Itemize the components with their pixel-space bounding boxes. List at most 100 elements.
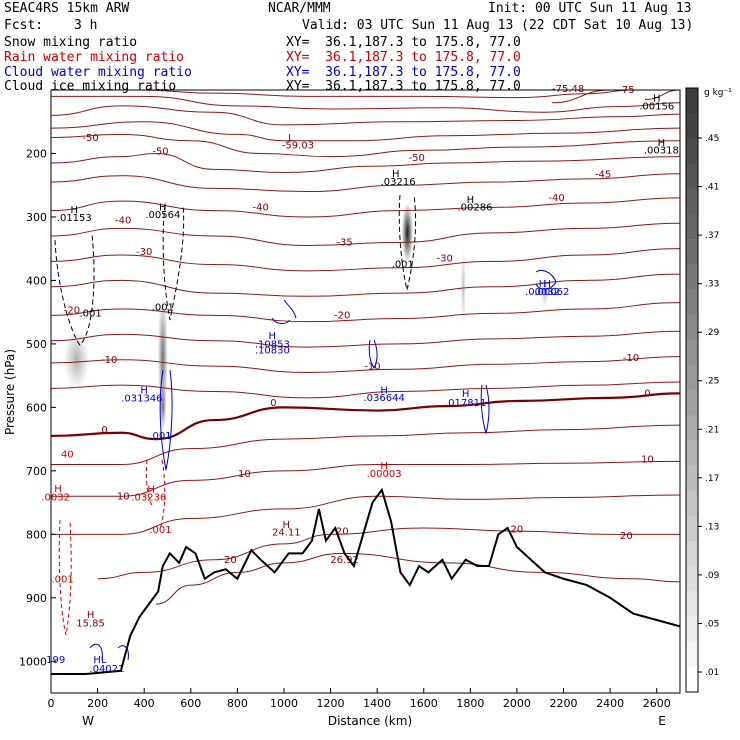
contour-label: .001 [149,431,171,442]
x-tick-label: 1200 [317,697,345,710]
contour-label: -40 [252,203,268,214]
contour-label: -10 [101,355,117,366]
cloud-water-contour-2100km [535,269,557,290]
y-tick-label: 1000 [19,655,47,668]
contour-label: .031346 [121,394,162,405]
x-tick-label: 800 [227,697,248,710]
contour-label: H [658,138,666,149]
shading-blob [64,329,90,390]
terrain-line [51,487,681,675]
contour-label: H [159,203,167,214]
contour-label: 199 [46,655,65,666]
contour-label: .00062 [534,287,569,298]
colorbar-tick-label: .01 [705,668,719,678]
ice-contour-west [54,234,95,346]
contour-label: 15.85 [76,618,105,629]
shading-blob [401,202,414,263]
contour-label: H [283,520,291,531]
y-tick-label: 500 [26,338,47,351]
colorbar-swatch [686,113,698,139]
contour-label: .001 [392,260,414,271]
model-title: SEAC4RS 15km ARW [4,1,130,16]
y-tick-label: 600 [26,401,47,414]
colorbar-swatch [686,339,698,366]
contour-label: .10853 [255,340,290,351]
shading-blob [159,384,167,430]
y-tick-label: 300 [26,211,47,224]
colorbar-swatch [686,163,698,190]
contour-label: H [380,385,388,396]
colorbar-swatch [686,188,698,215]
x-tick-label: 200 [87,697,108,710]
colorbar-swatch [686,541,698,567]
contour-label: .00564 [145,210,180,221]
colorbar-tick-label: .37 [705,231,719,241]
cloud-water-contour-surface [89,643,129,661]
x-tick-label: 1600 [410,697,438,710]
ice-contour-1500km [398,194,417,291]
contour-label: 20 [224,555,237,566]
contour-label: H [269,331,277,342]
y-tick-label: 800 [26,528,47,541]
contour-labels: -50 -40 -30 -50 -45 -40 -40 -35 -30 -20 -20 -10 -10 -… [41,84,679,675]
contour-label: .03236 [131,493,166,504]
temperature-contour-line [51,197,680,218]
field-xy-rain: XY= 36.1,187.3 to 175.8, 77.0 [286,50,521,65]
contour-label: 0 [644,389,650,400]
cloud-water-contour-1000km [271,299,297,324]
colorbar-swatch [686,666,698,693]
colorbar-tick-label: .21 [705,425,719,435]
valid-time: Valid: 03 UTC Sun 11 Aug 13 (22 CDT Sat … [302,18,694,33]
contour-label: .00032 [525,287,560,298]
plot-frame [50,89,681,694]
contour-label: H [462,389,470,400]
contour-label: .001 [152,302,174,313]
contour-label: 24.11 [272,528,301,539]
forecast-hour: 3 h [74,18,98,33]
colorbar-swatch [686,641,698,668]
center-label: NCAR/MMM [268,1,331,16]
contour-label: -10 [364,361,380,372]
contour-label: 0 [101,425,107,436]
colorbar-swatch [686,591,698,617]
temperature-contour-line [51,356,680,373]
colorbar-swatch [686,138,698,164]
colorbar-swatch [686,465,698,492]
field-xy-cloud-water: XY= 36.1,187.3 to 175.8, 77.0 [286,65,521,80]
contour-label: .10830 [255,345,290,356]
x-axis-label: Distance (km) [328,714,412,728]
colorbar: .45 .41 .37 .33 .29 .25 .21 .17 .13 .09 .05 .01 [685,87,720,693]
contour-label: .036644 [363,393,404,404]
temperature-contour-line [51,381,680,399]
axes: 0 200 400 600 800 1000 1200 1400 1600 1800 2000 220… [19,147,671,710]
contour-label: H [380,461,388,472]
contour-label: .00156 [639,102,674,113]
colorbar-tick-label: .17 [705,474,719,484]
temperature-contour-line [51,222,680,247]
shading-blob [460,249,466,325]
temperature-contours [51,90,680,605]
colorbar-swatch [686,440,698,466]
contour-label: -10 [623,353,639,364]
contour-label: .03216 [381,177,416,188]
temperature-contour-line [51,133,680,158]
contour-label: 20 [620,531,633,542]
x-tick-label: 1000 [270,697,298,710]
contour-label: -30 [136,247,152,258]
contour-label: H [653,93,661,104]
x-tick-label: 2600 [643,697,671,710]
cloud-water-contour-1800km [480,384,490,435]
contour-label: .04021 [89,664,124,675]
temperature-contour-line [51,121,680,142]
temperature-contour-line [51,460,680,497]
contour-label: 10 [238,469,251,480]
colorbar-swatch [686,314,698,341]
contour-label: .001 [149,525,171,536]
colorbar-swatch [686,515,698,542]
contour-label: H [543,279,551,290]
rain-contour-west [58,519,72,636]
y-axis-label: Pressure (hPa) [3,349,17,435]
hydrometeor-contours [54,194,557,661]
